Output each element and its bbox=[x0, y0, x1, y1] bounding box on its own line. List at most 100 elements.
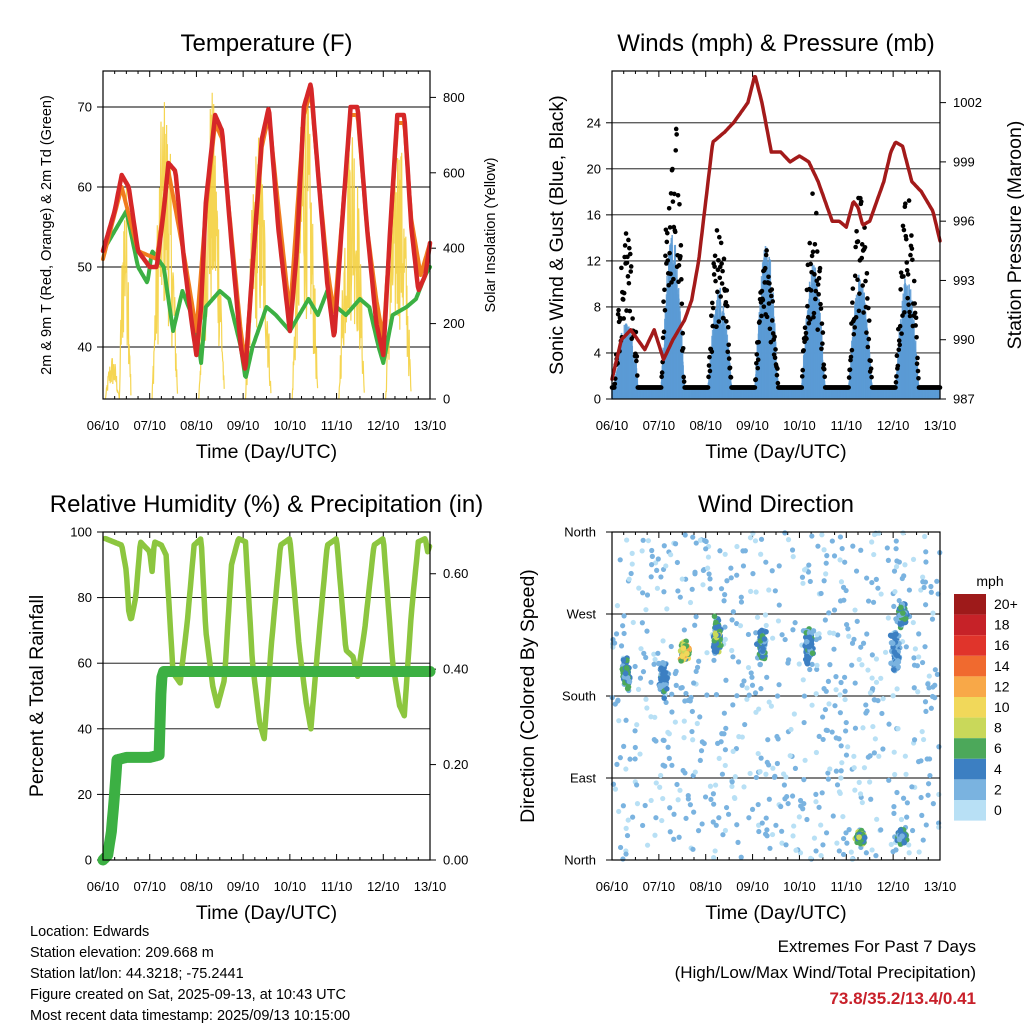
direction-point bbox=[612, 786, 619, 792]
gust-point bbox=[868, 366, 874, 371]
direction-point bbox=[813, 791, 819, 798]
direction-point bbox=[816, 804, 822, 810]
temperature-xlabel: Time (Day/UTC) bbox=[196, 441, 337, 463]
wind-y-tick-label: 16 bbox=[587, 207, 601, 222]
gust-point bbox=[901, 274, 906, 279]
direction-point bbox=[860, 640, 867, 646]
gust-point bbox=[903, 201, 908, 207]
x-tick-label: 11/10 bbox=[321, 418, 353, 433]
direction-point bbox=[826, 610, 832, 616]
direction-point bbox=[900, 530, 906, 536]
gust-point bbox=[673, 148, 679, 153]
direction-point bbox=[655, 650, 661, 656]
direction-point bbox=[803, 638, 810, 645]
direction-point bbox=[672, 541, 679, 547]
gust-point bbox=[850, 286, 856, 291]
rain-y-tick-label: 0.40 bbox=[443, 662, 468, 677]
direction-point bbox=[629, 561, 635, 567]
direction-point bbox=[621, 743, 627, 749]
direction-point bbox=[731, 795, 738, 801]
direction-point bbox=[757, 661, 763, 668]
direction-point bbox=[837, 557, 843, 563]
direction-point bbox=[813, 749, 820, 756]
direction-point bbox=[734, 693, 740, 699]
direction-point bbox=[799, 574, 806, 580]
direction-point bbox=[752, 690, 759, 696]
gust-point bbox=[675, 192, 681, 198]
direction-point bbox=[775, 618, 782, 624]
direction-point bbox=[713, 632, 719, 638]
direction-point bbox=[734, 620, 740, 627]
direction-point bbox=[801, 777, 807, 783]
x-tick-label: 07/10 bbox=[133, 418, 166, 433]
direction-point bbox=[759, 820, 765, 826]
direction-point bbox=[723, 804, 730, 811]
direction-point bbox=[730, 748, 736, 754]
direction-point bbox=[871, 750, 877, 756]
gust-point bbox=[868, 358, 873, 364]
direction-point bbox=[899, 833, 905, 839]
direction-point bbox=[768, 703, 775, 709]
direction-point bbox=[692, 571, 698, 577]
direction-point bbox=[837, 534, 844, 540]
gust-point bbox=[811, 314, 816, 320]
direction-point bbox=[677, 787, 683, 793]
gust-point bbox=[772, 355, 778, 361]
colorbar-label: 12 bbox=[994, 678, 1010, 694]
direction-point bbox=[928, 589, 934, 595]
gust-point bbox=[673, 126, 679, 132]
gust-point bbox=[714, 228, 720, 233]
direction-point bbox=[800, 806, 806, 812]
gust-point bbox=[719, 261, 724, 266]
direction-point bbox=[653, 560, 659, 566]
direction-point bbox=[664, 686, 670, 692]
gust-point bbox=[815, 327, 821, 332]
direction-point bbox=[870, 723, 876, 730]
direction-point bbox=[623, 825, 629, 831]
direction-point bbox=[827, 662, 833, 668]
gust-point bbox=[905, 272, 911, 277]
direction-point bbox=[825, 678, 832, 684]
direction-point bbox=[922, 644, 928, 650]
rh-y-tick-label: 80 bbox=[78, 590, 92, 605]
direction-point bbox=[929, 693, 936, 700]
direction-point bbox=[707, 576, 713, 582]
direction-point bbox=[827, 766, 833, 772]
colorbar-swatch bbox=[954, 800, 986, 821]
direction-point bbox=[829, 729, 835, 735]
gust-point bbox=[767, 281, 772, 286]
direction-point bbox=[893, 652, 900, 658]
gust-point bbox=[621, 290, 627, 296]
direction-point bbox=[741, 784, 747, 790]
gust-point bbox=[905, 295, 910, 301]
direction-point bbox=[894, 558, 900, 564]
direction-point bbox=[925, 781, 932, 787]
gust-point bbox=[676, 263, 682, 268]
direction-point bbox=[756, 828, 762, 835]
humidity-xlabel: Time (Day/UTC) bbox=[196, 902, 337, 924]
direction-point bbox=[691, 680, 697, 686]
direction-point bbox=[617, 557, 623, 563]
colorbar-swatch bbox=[954, 758, 986, 780]
direction-point bbox=[689, 728, 695, 735]
gust-point bbox=[627, 308, 633, 314]
gust-point bbox=[724, 319, 729, 324]
gust-point bbox=[854, 228, 859, 234]
direction-point bbox=[901, 573, 907, 579]
colorbar-label: 6 bbox=[994, 740, 1002, 756]
gust-point bbox=[628, 269, 634, 274]
direction-point bbox=[888, 841, 894, 848]
direction-point bbox=[878, 591, 884, 597]
direction-point bbox=[641, 650, 647, 656]
wind-y-tick-label: 8 bbox=[594, 299, 601, 314]
direction-point bbox=[903, 644, 909, 650]
gust-point bbox=[706, 374, 711, 380]
direction-point bbox=[778, 803, 784, 810]
gust-point bbox=[865, 296, 870, 301]
direction-point bbox=[659, 817, 665, 824]
direction-point bbox=[822, 706, 829, 713]
direction-point bbox=[873, 853, 879, 859]
direction-point bbox=[925, 792, 931, 798]
direction-point bbox=[616, 718, 622, 724]
direction-point bbox=[903, 771, 909, 777]
